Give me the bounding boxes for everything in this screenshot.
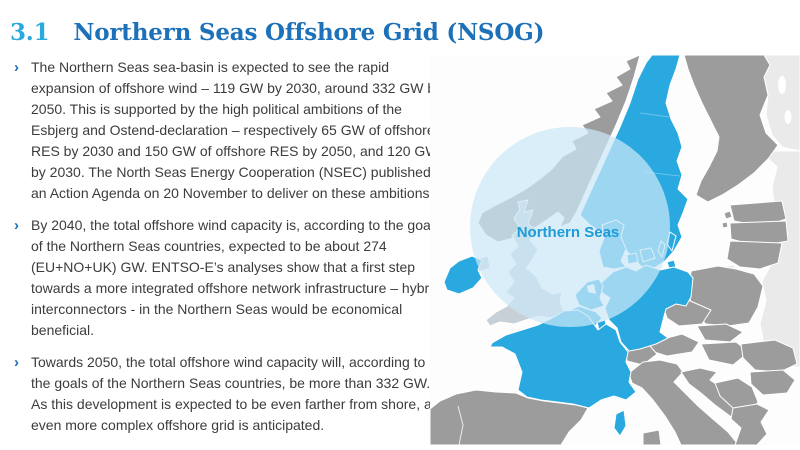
island-corsica [613,409,627,437]
country-lithuania [726,240,783,270]
country-estonia-islands [721,210,733,229]
chevron-bullet-icon: › [14,59,19,76]
northern-seas-label: Northern Seas [517,224,620,241]
bullet-item: › The Northern Seas sea-basin is expecte… [14,57,446,204]
country-greece-albania [730,403,770,446]
country-italy [628,359,740,446]
island-bornholm [666,259,677,269]
chevron-bullet-icon: › [14,354,19,371]
text-column: › The Northern Seas sea-basin is expecte… [14,57,446,447]
bullet-item: › By 2040, the total offshore wind capac… [14,215,446,341]
bullet-text: The Northern Seas sea-basin is expected … [31,57,446,204]
page-title: Northern Seas Offshore Grid (NSOG) [73,19,545,47]
country-ireland [443,255,483,295]
country-hungary [700,341,750,366]
island-sardinia [642,429,662,446]
country-romania [740,339,798,373]
bullet-text: Towards 2050, the total offshore wind ca… [31,354,440,433]
country-spain-portugal [429,389,589,446]
bullet-text-body: The Northern Seas sea-basin is expected … [31,59,443,201]
lake [778,76,786,94]
sweden-subdivision-line [639,112,670,118]
country-finland [683,54,779,203]
country-slovakia [696,323,744,343]
border-portugal [457,405,464,446]
section-number: 3.1 [10,19,50,47]
country-bulgaria [749,369,796,396]
page-heading: 3.1 Northern Seas Offshore Grid (NSOG) [10,19,544,46]
lake [784,110,792,124]
bullet-text: By 2040, the total offshore wind capacit… [31,217,441,338]
bullet-list: › The Northern Seas sea-basin is expecte… [14,57,446,436]
chevron-bullet-icon: › [14,217,19,234]
bullet-item: › Towards 2050, the total offshore wind … [14,352,446,436]
europe-map: Northern Seas [429,54,800,446]
northern-seas-circle [470,127,670,327]
